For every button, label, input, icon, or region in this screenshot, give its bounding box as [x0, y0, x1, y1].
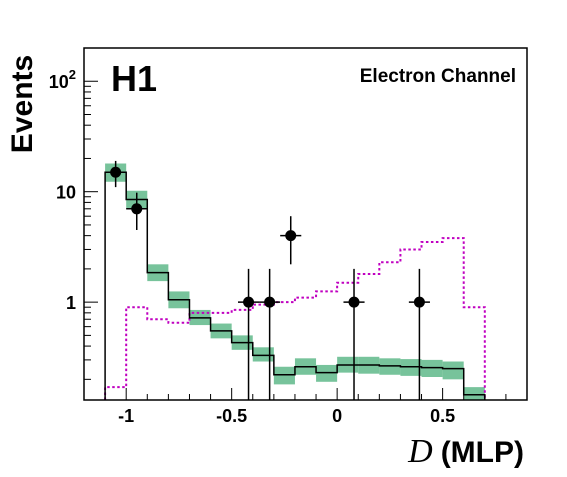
data-point [259, 268, 281, 400]
x-axis-title: D (MLP) [407, 433, 524, 470]
sm-band-bin [252, 347, 274, 362]
data-point [280, 216, 302, 265]
data-point [237, 268, 260, 400]
channel-label: Electron Channel [360, 66, 516, 87]
data-point-marker [285, 230, 297, 242]
x-tick-label: 0.5 [430, 406, 455, 426]
band-layer [105, 163, 485, 400]
x-tick-label: -0.5 [216, 406, 247, 426]
y-axis-title: Events [6, 55, 39, 153]
data-point-marker [131, 203, 143, 215]
x-axis-title-var: D [407, 433, 433, 470]
signal-histogram [104, 237, 486, 400]
sm-band-bin [421, 359, 443, 377]
data-point-marker [413, 296, 425, 308]
data-point [343, 268, 365, 400]
signal-layer [104, 237, 486, 400]
y-tick-label: 102 [49, 67, 76, 92]
plot-frame [83, 47, 528, 401]
y-tick-label: 1 [66, 293, 76, 313]
data-layer [105, 160, 430, 400]
sm-band-bin [442, 361, 464, 380]
data-point-marker [110, 166, 122, 178]
y-ticks: 1 10 102 [49, 47, 98, 380]
x-axis-title-rest: (MLP) [441, 436, 524, 469]
data-point [105, 160, 127, 188]
data-point [408, 268, 430, 400]
sm-band-bin [463, 387, 485, 400]
data-point-marker [264, 296, 276, 308]
x-tick-label: 0 [332, 406, 342, 426]
data-point [126, 192, 148, 230]
sm-band-bin [273, 366, 295, 385]
sm-histogram [104, 171, 486, 400]
x-ticks: -1 -0.5 0 0.5 [83, 388, 528, 426]
experiment-label: H1 [111, 58, 157, 99]
y-tick-label: 10 [56, 183, 76, 203]
data-point-marker [243, 296, 255, 308]
data-point-marker [348, 296, 360, 308]
x-tick-label: -1 [118, 406, 134, 426]
sm-layer [104, 171, 486, 400]
